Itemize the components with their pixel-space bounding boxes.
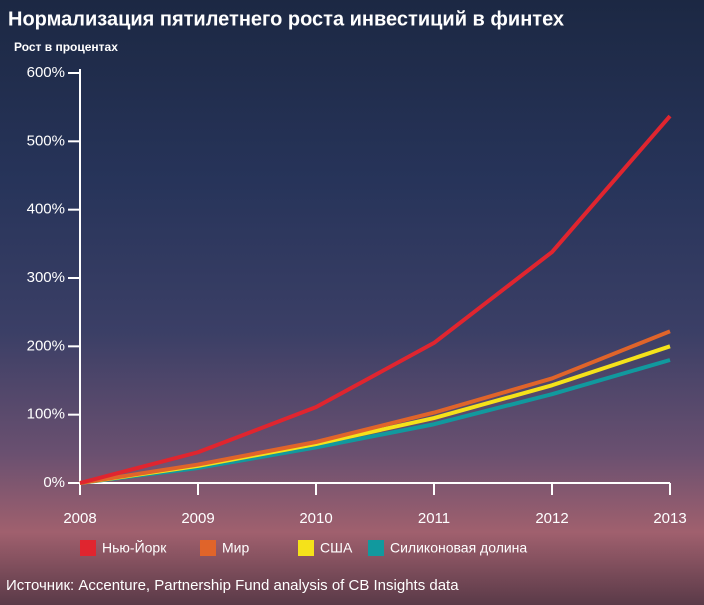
legend-label: США [320,540,353,556]
legend-label: Силиконовая долина [390,540,527,556]
y-tick-label: 500% [27,132,65,149]
series-line [79,358,671,485]
chart-title: Нормализация пятилетнего роста инвестици… [8,8,564,30]
x-tick-label: 2010 [299,510,332,527]
legend-swatch [200,540,216,556]
y-tick-label: 200% [27,337,65,354]
y-tick-label: 300% [27,269,65,286]
legend-label: Мир [222,540,249,556]
legend-label: Нью-Йорк [102,539,167,556]
legend-swatch [298,540,314,556]
x-tick-label: 2009 [181,510,214,527]
legend-swatch [368,540,384,556]
series-line [79,114,672,485]
x-tick-label: 2012 [535,510,568,527]
legend-swatch [80,540,96,556]
y-tick-label: 400% [27,201,65,218]
series-line [79,329,671,485]
y-tick-label: 0% [43,474,65,491]
x-tick-label: 2013 [653,510,686,527]
x-tick-label: 2008 [63,510,96,527]
y-axis-label: Рост в процентах [14,40,118,54]
source: Источник: Accenture, Partnership Fund an… [6,577,459,594]
x-tick-label: 2011 [418,510,450,527]
y-tick-label: 100% [27,406,65,423]
y-tick-label: 600% [27,64,65,81]
